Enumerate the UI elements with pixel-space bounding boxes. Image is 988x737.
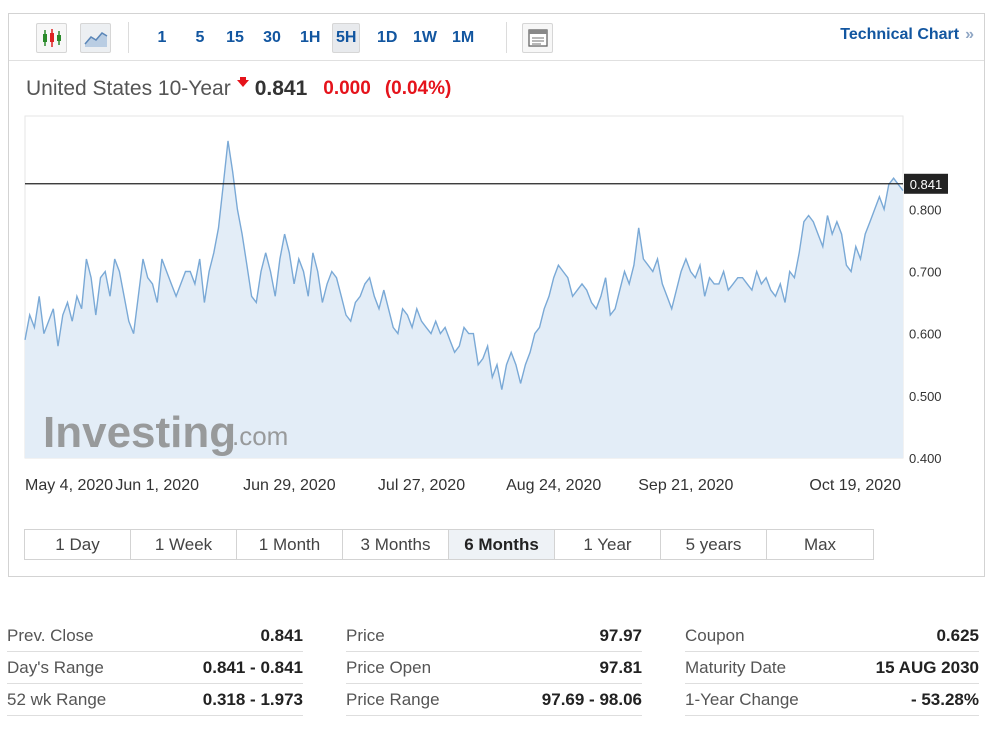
area-fill (25, 140, 903, 458)
timeframe-15-button[interactable]: 15 (226, 29, 244, 46)
price-change-percent: (0.04%) (384, 78, 452, 99)
investing-watermark: Investing (43, 408, 236, 457)
stats-column-2: Price 97.97 Price Open 97.81 Price Range 97.6… (346, 620, 642, 716)
stat-label: Price Range (346, 689, 440, 709)
y-tick-label: 0.700 (909, 264, 942, 279)
technical-chart-label: Technical Chart (840, 26, 960, 43)
stat-value: 97.97 (599, 625, 642, 645)
toolbar-divider (506, 22, 507, 53)
stat-label: Coupon (685, 625, 745, 645)
stat-value: 97.81 (599, 657, 642, 677)
stat-row: Maturity Date 15 AUG 2030 (685, 652, 979, 684)
x-tick-label: May 4, 2020 (25, 477, 113, 494)
toolbar-divider (128, 22, 129, 53)
timeframe-5-button[interactable]: 5 (195, 29, 205, 46)
candlestick-button[interactable] (36, 23, 67, 53)
stat-label: Price Open (346, 657, 432, 677)
stat-label: Maturity Date (685, 657, 787, 677)
quote-header: United States 10-Year 0.841 0.000 (0.04%… (26, 76, 451, 102)
stat-label: 1-Year Change (685, 689, 799, 709)
y-tick-label: 0.500 (909, 389, 942, 404)
double-chevron-right-icon: » (965, 26, 974, 43)
stat-row: Price Range 97.69 - 98.06 (346, 684, 642, 716)
stat-value: 0.841 - 0.841 (202, 657, 303, 677)
range-3-months-button[interactable]: 3 Months (343, 530, 449, 559)
stat-value: 97.69 - 98.06 (541, 689, 642, 709)
price-chart[interactable]: Investing.com 0.841 0.400 0.500 0.600 0.700 0.… (9, 14, 984, 514)
y-tick-label: 0.800 (909, 202, 942, 217)
timeframe-30-button[interactable]: 30 (263, 29, 281, 46)
instrument-name: United States 10-Year (26, 77, 231, 100)
timeframe-1d-button[interactable]: 1D (377, 29, 398, 46)
y-tick-label: 0.600 (909, 327, 942, 342)
stat-label: Price (346, 625, 385, 645)
range-5-years-button[interactable]: 5 years (661, 530, 767, 559)
x-tick-label: Aug 24, 2020 (506, 477, 601, 494)
chart-widget: 1 5 15 30 1H 5H 1D 1W 1M Technical Chart» United… (8, 13, 985, 577)
x-tick-label: Jul 27, 2020 (378, 477, 465, 494)
area-chart-icon (83, 32, 107, 47)
stat-value: 0.841 (260, 625, 303, 645)
timeframe-1h-button[interactable]: 1H (300, 29, 321, 46)
stat-value: 0.318 - 1.973 (202, 689, 303, 709)
timeframe-5h-button[interactable]: 5H (332, 23, 361, 53)
stat-row: Coupon 0.625 (685, 620, 979, 652)
x-tick-label: Jun 29, 2020 (243, 477, 336, 494)
range-1-month-button[interactable]: 1 Month (237, 530, 343, 559)
area-chart-button[interactable] (80, 23, 111, 53)
x-tick-label: Jun 1, 2020 (115, 477, 199, 494)
stat-row: 52 wk Range 0.318 - 1.973 (7, 684, 303, 716)
stat-value: 0.625 (936, 625, 979, 645)
stat-label: 52 wk Range (7, 689, 107, 709)
stats-column-3: Coupon 0.625 Maturity Date 15 AUG 2030 1-Yea… (685, 620, 979, 716)
x-tick-label: Oct 19, 2020 (809, 477, 901, 494)
down-arrow-icon (236, 77, 249, 87)
stat-value: - 53.28% (910, 689, 979, 709)
indicator-panel-icon (527, 29, 548, 47)
stat-row: Prev. Close 0.841 (7, 620, 303, 652)
range-6-months-button[interactable]: 6 Months (449, 530, 555, 559)
stats-column-1: Prev. Close 0.841 Day's Range 0.841 - 0.841… (7, 620, 303, 716)
stat-row: Price Open 97.81 (346, 652, 642, 684)
stat-row: 1-Year Change - 53.28% (685, 684, 979, 716)
stat-value: 15 AUG 2030 (875, 657, 979, 677)
x-tick-label: Sep 21, 2020 (638, 477, 733, 494)
timeframe-1-button[interactable]: 1 (157, 29, 167, 46)
stat-row: Day's Range 0.841 - 0.841 (7, 652, 303, 684)
range-1-year-button[interactable]: 1 Year (555, 530, 661, 559)
technical-chart-link[interactable]: Technical Chart » (840, 26, 974, 44)
candlestick-icon (42, 29, 61, 47)
current-price-tag (904, 173, 948, 194)
indicator-panel-button[interactable] (522, 23, 553, 53)
investing-watermark-suffix: .com (232, 421, 288, 451)
range-max-button[interactable]: Max (767, 530, 873, 559)
last-price: 0.841 (254, 77, 308, 100)
timeframe-1m-button[interactable]: 1M (452, 29, 475, 46)
price-line (24, 140, 904, 390)
stat-row: Price 97.97 (346, 620, 642, 652)
chart-toolbar: 1 5 15 30 1H 5H 1D 1W 1M Technical Chart» (9, 14, 984, 61)
range-1-day-button[interactable]: 1 Day (25, 530, 131, 559)
timeframe-1w-button[interactable]: 1W (413, 29, 437, 46)
stat-label: Prev. Close (7, 625, 94, 645)
stat-label: Day's Range (7, 657, 104, 677)
y-tick-label: 0.400 (909, 451, 942, 466)
range-1-week-button[interactable]: 1 Week (131, 530, 237, 559)
price-change: 0.000 (323, 78, 371, 99)
range-selector: 1 Day 1 Week 1 Month 3 Months 6 Months 1 Year… (24, 529, 874, 560)
current-price-label: 0.841 (910, 177, 943, 192)
